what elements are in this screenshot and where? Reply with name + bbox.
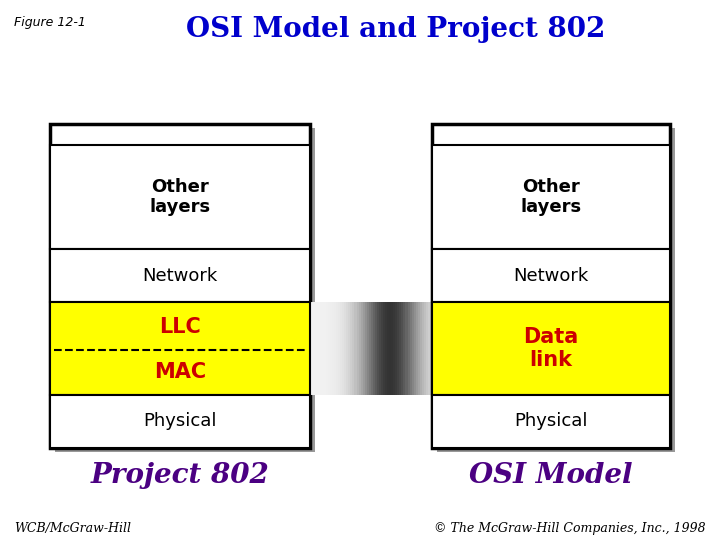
Bar (328, 302, 330, 395)
Bar (353, 302, 355, 395)
Bar (363, 302, 365, 395)
Bar (375, 302, 377, 395)
Bar (383, 302, 385, 395)
Bar (415, 302, 418, 395)
Bar (389, 302, 392, 395)
Bar (50, 124, 310, 448)
Bar (432, 124, 670, 448)
Text: Physical: Physical (143, 413, 217, 430)
Text: MAC: MAC (154, 362, 206, 382)
Bar (332, 302, 335, 395)
Bar (432, 302, 670, 395)
Bar (387, 302, 390, 395)
Text: OSI Model and Project 802: OSI Model and Project 802 (186, 16, 606, 43)
Bar (432, 145, 670, 249)
Bar (336, 302, 338, 395)
Bar (369, 302, 372, 395)
Bar (405, 302, 408, 395)
Bar (364, 302, 367, 395)
Text: Project 802: Project 802 (91, 462, 269, 489)
Bar (330, 302, 333, 395)
Bar (403, 302, 406, 395)
Bar (377, 302, 379, 395)
Text: Other
layers: Other layers (521, 178, 581, 217)
Bar (334, 302, 336, 395)
Bar (418, 302, 420, 395)
Bar (338, 302, 341, 395)
Bar (50, 249, 310, 302)
Bar (351, 302, 353, 395)
Bar (381, 302, 383, 395)
Bar (391, 302, 394, 395)
Text: Network: Network (143, 267, 217, 285)
Bar (55, 128, 315, 452)
Text: WCB/McGraw-Hill: WCB/McGraw-Hill (14, 522, 132, 535)
Bar (426, 302, 428, 395)
Bar (348, 302, 351, 395)
Bar (361, 302, 363, 395)
Bar (412, 302, 414, 395)
Bar (413, 302, 416, 395)
Bar (354, 302, 357, 395)
Bar (316, 302, 318, 395)
Bar (340, 302, 343, 395)
Bar (397, 302, 400, 395)
Bar (408, 302, 410, 395)
Bar (430, 302, 432, 395)
Bar (314, 302, 316, 395)
Bar (50, 395, 310, 448)
Bar (310, 302, 312, 395)
Text: Figure 12-1: Figure 12-1 (14, 16, 86, 29)
Bar (385, 302, 387, 395)
Bar (356, 302, 359, 395)
Bar (50, 145, 310, 249)
Text: Other
layers: Other layers (150, 178, 210, 217)
Bar (326, 302, 328, 395)
Bar (432, 249, 670, 302)
Bar (428, 302, 431, 395)
Bar (342, 302, 345, 395)
Bar (402, 302, 404, 395)
Bar (432, 395, 670, 448)
Bar (395, 302, 397, 395)
Text: Physical: Physical (514, 413, 588, 430)
Bar (346, 302, 348, 395)
Text: Network: Network (513, 267, 588, 285)
Text: © The McGraw-Hill Companies, Inc., 1998: © The McGraw-Hill Companies, Inc., 1998 (434, 522, 706, 535)
Text: Data
link: Data link (523, 327, 578, 370)
Bar (420, 302, 422, 395)
Bar (50, 302, 310, 395)
Bar (344, 302, 347, 395)
Bar (437, 128, 675, 452)
Bar (371, 302, 373, 395)
Bar (422, 302, 424, 395)
Bar (359, 302, 361, 395)
Text: OSI Model: OSI Model (469, 462, 633, 489)
Bar (318, 302, 320, 395)
Bar (393, 302, 396, 395)
Bar (324, 302, 326, 395)
Bar (373, 302, 375, 395)
Bar (320, 302, 323, 395)
Bar (312, 302, 314, 395)
Bar (366, 302, 369, 395)
Text: LLC: LLC (159, 318, 201, 338)
Bar (400, 302, 402, 395)
Bar (424, 302, 426, 395)
Bar (322, 302, 324, 395)
Bar (379, 302, 382, 395)
Bar (410, 302, 412, 395)
